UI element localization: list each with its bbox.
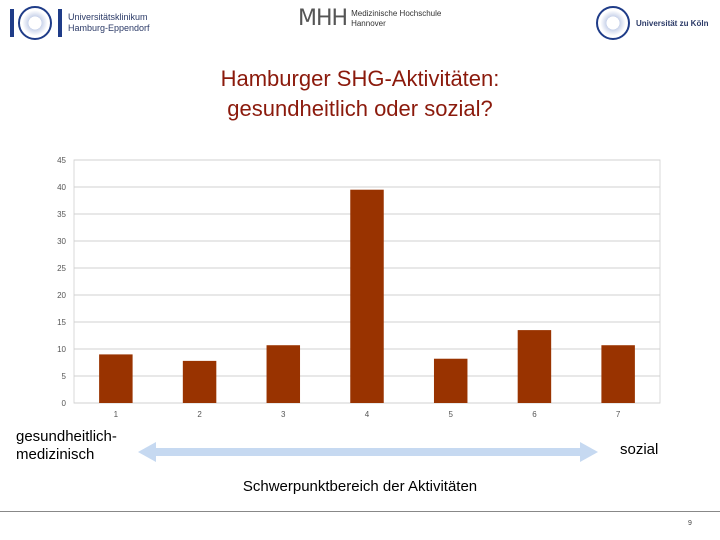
y-tick-label: 5 <box>62 372 67 381</box>
arrow-head-right <box>580 442 598 462</box>
uke-seal-icon <box>18 6 52 40</box>
y-tick-label: 25 <box>57 264 66 273</box>
mhh-logo-text: Medizinische Hochschule Hannover <box>351 9 441 29</box>
y-tick-label: 30 <box>57 237 66 246</box>
footer-divider <box>0 511 720 512</box>
x-tick-label: 2 <box>197 410 202 419</box>
axis-caption: Schwerpunktbereich der Aktivitäten <box>242 478 478 495</box>
slide-title-line1: Hamburger SHG-Aktivitäten: <box>220 66 500 91</box>
y-tick-label: 15 <box>57 318 66 327</box>
bar <box>517 330 552 403</box>
slide-title-line2: gesundheitlich oder sozial? <box>227 96 493 121</box>
koeln-logo: Universität zu Köln <box>596 6 708 40</box>
x-tick-label: 3 <box>281 410 286 419</box>
x-tick-label: 6 <box>532 410 537 419</box>
bar <box>601 345 635 403</box>
bar <box>433 358 468 403</box>
slide-title: Hamburger SHG-Aktivitäten: gesundheitlic… <box>0 64 720 124</box>
koeln-seal-icon <box>596 6 630 40</box>
bar <box>99 354 133 403</box>
uke-logo-line2: Hamburg-Eppendorf <box>68 23 150 33</box>
y-tick-label: 10 <box>57 345 66 354</box>
mhh-logo-line1: Medizinische Hochschule <box>351 9 442 18</box>
y-tick-label: 40 <box>57 183 66 192</box>
y-tick-label: 20 <box>57 291 66 300</box>
bar <box>350 189 384 403</box>
x-tick-label: 1 <box>114 410 119 419</box>
koeln-logo-text: Universität zu Köln <box>636 18 709 28</box>
x-tick-label: 7 <box>616 410 621 419</box>
mhh-logo: MHH Medizinische Hochschule Hannover <box>298 6 441 32</box>
bar <box>182 360 217 403</box>
mhh-logo-mark: MHH <box>298 6 348 31</box>
uke-logo-text: Universitätsklinikum Hamburg-Eppendorf <box>68 12 150 34</box>
arrow-head-left <box>138 442 156 462</box>
mhh-logo-line2: Hannover <box>351 19 386 28</box>
bar <box>266 345 301 403</box>
x-tick-label: 4 <box>365 410 370 419</box>
y-tick-label: 45 <box>57 156 66 165</box>
y-tick-label: 35 <box>57 210 66 219</box>
uke-logo-line1: Universitätsklinikum <box>68 12 148 22</box>
right-axis-label: sozial <box>620 441 659 458</box>
x-tick-label: 5 <box>448 410 453 419</box>
y-tick-label: 0 <box>62 399 67 408</box>
uke-bar-mark <box>10 9 14 37</box>
left-axis-label: gesundheitlich- medizinisch <box>16 428 117 464</box>
left-axis-label-line1: gesundheitlich- <box>16 428 117 445</box>
page-number: 9 <box>688 520 692 527</box>
uke-logo: Universitätsklinikum Hamburg-Eppendorf <box>10 6 150 40</box>
left-axis-label-line2: medizinisch <box>16 446 95 463</box>
uke-bar-mark-2 <box>58 9 62 37</box>
